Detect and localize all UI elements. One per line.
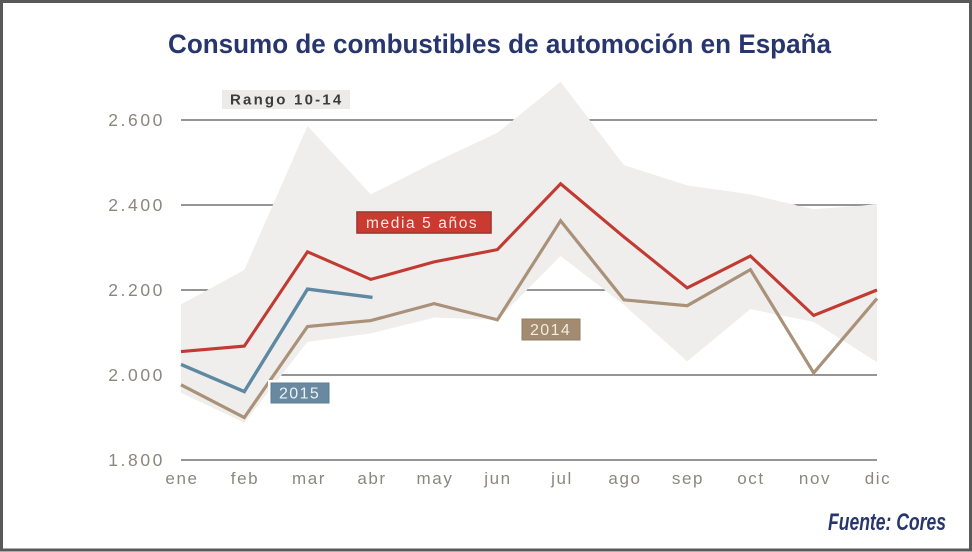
svg-text:Rango 10-14: Rango 10-14: [230, 92, 343, 109]
svg-text:ago: ago: [608, 469, 641, 488]
svg-text:2.400: 2.400: [108, 195, 165, 215]
svg-text:2015: 2015: [279, 386, 320, 403]
svg-text:oct: oct: [737, 469, 764, 488]
svg-text:mar: mar: [292, 469, 326, 488]
svg-text:dic: dic: [865, 469, 892, 488]
svg-text:sep: sep: [672, 469, 704, 488]
svg-text:jul: jul: [550, 469, 573, 488]
svg-text:1.800: 1.800: [108, 450, 165, 470]
svg-text:2.600: 2.600: [108, 110, 165, 130]
svg-text:nov: nov: [799, 469, 831, 488]
svg-text:jun: jun: [483, 469, 512, 488]
svg-text:Fuente: Cores: Fuente: Cores: [828, 509, 946, 536]
svg-text:2014: 2014: [530, 322, 571, 339]
svg-text:ene: ene: [165, 469, 198, 488]
svg-text:feb: feb: [231, 469, 259, 488]
svg-text:2.200: 2.200: [108, 280, 165, 300]
svg-text:Consumo de combustibles de aut: Consumo de combustibles de automoción en…: [168, 29, 832, 59]
svg-text:media 5 años: media 5 años: [366, 215, 478, 232]
svg-text:2.000: 2.000: [108, 365, 165, 385]
svg-text:may: may: [417, 469, 454, 488]
svg-text:abr: abr: [357, 469, 386, 488]
